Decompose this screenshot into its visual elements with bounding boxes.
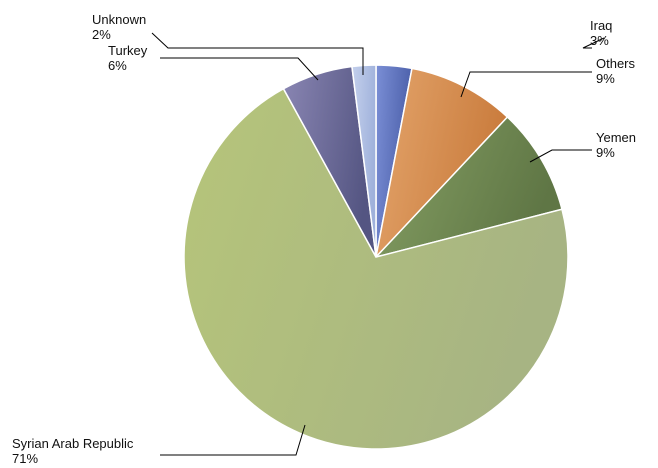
slice-label: Yemen 9% (596, 130, 636, 160)
slice-label-percent: 6% (108, 58, 127, 73)
slice-label: Others 9% (596, 56, 636, 86)
leader-line (151, 32, 364, 75)
slice-label: Iraq 3% (590, 18, 612, 48)
slice-label-percent: 2% (92, 27, 111, 42)
leader-line (529, 149, 592, 163)
pie-slice-yemen (373, 115, 563, 259)
pie-slice-syrian-arab-republic (183, 87, 569, 450)
pie-slices (183, 64, 569, 450)
slice-labels: Iraq 3%Others 9%Yemen 9%Syrian Arab Republi… (12, 12, 636, 466)
leader-line (460, 71, 592, 98)
slice-label-percent: 71% (12, 451, 38, 466)
slice-label-name: Turkey (108, 43, 148, 58)
pie-slice-others (374, 67, 509, 260)
slice-label-name: Yemen (596, 130, 636, 145)
slice-label-name: Unknown (92, 12, 146, 27)
pie-slice-unknown (351, 64, 377, 258)
leader-line (160, 424, 306, 456)
leader-line (160, 57, 319, 81)
slice-label: Turkey 6% (108, 43, 148, 73)
slice-label-percent: 9% (596, 145, 615, 160)
leader-lines (151, 32, 605, 456)
slice-label-percent: 9% (596, 71, 615, 86)
leader-line (582, 37, 605, 49)
slice-label-name: Others (596, 56, 636, 71)
slice-label-name: Syrian Arab Republic (12, 436, 134, 451)
slice-label-percent: 3% (590, 33, 609, 48)
slice-label-name: Iraq (590, 18, 612, 33)
slice-label: Syrian Arab Republic 71% (12, 436, 134, 466)
slice-label: Unknown 2% (92, 12, 146, 42)
